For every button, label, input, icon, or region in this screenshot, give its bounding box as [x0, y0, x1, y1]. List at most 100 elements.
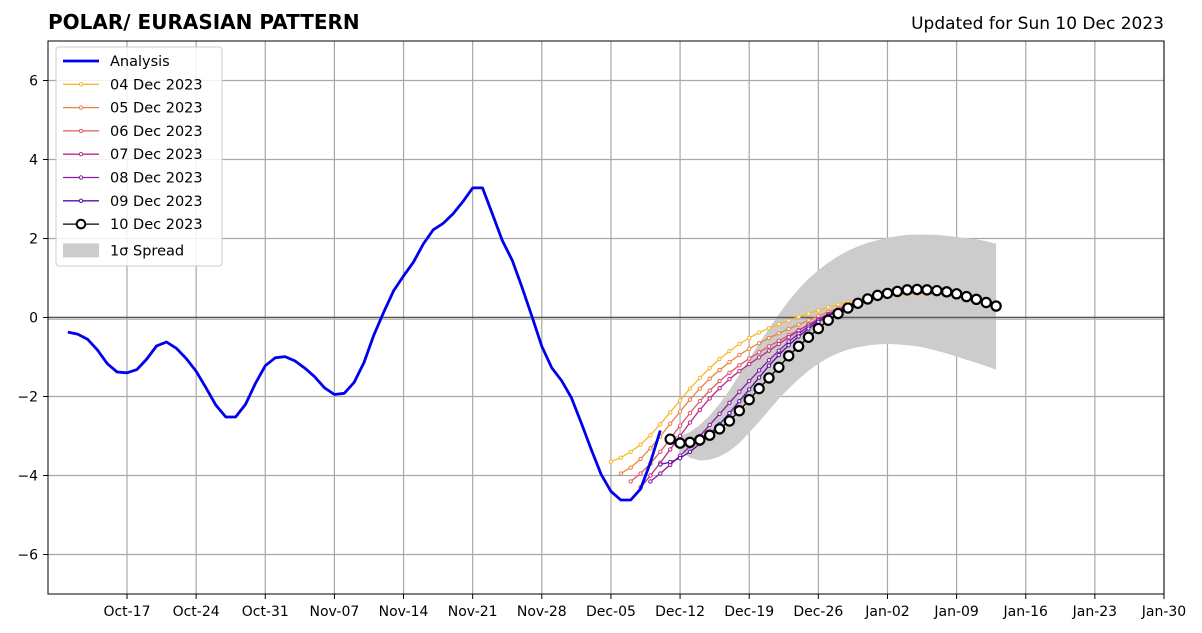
- latest-forecast-point: [664, 433, 676, 445]
- latest-forecast-point: [773, 361, 785, 373]
- forecast-point: [826, 305, 831, 310]
- forecast-point: [697, 399, 703, 404]
- latest-forecast-point: [783, 350, 795, 362]
- forecast-point: [677, 409, 683, 414]
- forecast-point: [697, 386, 703, 391]
- forecast-point: [618, 471, 624, 476]
- legend-label: Analysis: [110, 54, 170, 70]
- latest-forecast-point: [990, 300, 1002, 312]
- forecast-point: [717, 378, 722, 384]
- y-tick-label: 2: [29, 232, 38, 248]
- latest-forecast-point: [792, 340, 805, 353]
- x-tick-label: Dec-26: [793, 604, 843, 620]
- forecast-point: [756, 340, 762, 346]
- latest-forecast-point: [812, 322, 825, 335]
- forecast-point: [687, 449, 693, 454]
- x-tick-label: Dec-05: [586, 604, 636, 620]
- latest-forecast-point: [723, 415, 736, 427]
- latest-forecast-point: [694, 434, 706, 446]
- forecast-point: [648, 473, 653, 478]
- forecast-point: [707, 376, 712, 381]
- forecast-point: [658, 421, 663, 427]
- forecast-point: [707, 388, 712, 393]
- forecast-point: [618, 455, 624, 460]
- forecast-point: [727, 400, 732, 406]
- forecast-point: [796, 322, 801, 327]
- forecast-point: [737, 369, 742, 374]
- forecast-point: [727, 359, 732, 365]
- latest-forecast-point: [970, 293, 983, 306]
- x-tick-label: Dec-19: [724, 604, 774, 620]
- forecast-point: [628, 449, 633, 454]
- latest-forecast-point: [941, 286, 953, 298]
- x-tick-label: Oct-24: [173, 604, 220, 620]
- legend-label: 10 Dec 2023: [110, 217, 203, 233]
- forecast-point: [677, 433, 683, 439]
- latest-forecast-point: [703, 429, 716, 441]
- legend-spread-swatch: [63, 243, 99, 258]
- latest-forecast-point: [950, 288, 963, 300]
- forecast-point: [727, 348, 732, 354]
- forecast-point: [796, 314, 801, 319]
- forecast-point: [697, 407, 703, 413]
- forecast-point: [737, 389, 742, 394]
- legend-marker: [78, 105, 84, 110]
- forecast-point: [717, 367, 722, 373]
- forecast-point: [677, 398, 683, 403]
- latest-forecast-point: [832, 307, 844, 320]
- x-tick-label: Oct-31: [242, 604, 289, 620]
- legend-box: [55, 46, 223, 267]
- forecast-point: [766, 348, 772, 353]
- updated-label: Updated for Sun 10 Dec 2023: [911, 14, 1164, 34]
- legend-label: 05 Dec 2023: [110, 101, 203, 117]
- forecast-point: [677, 423, 683, 428]
- forecast-point: [648, 433, 653, 438]
- y-tick-label: 4: [29, 153, 38, 169]
- forecast-point: [756, 355, 762, 360]
- forecast-point: [667, 447, 673, 452]
- forecast-point: [756, 330, 762, 335]
- y-tick-label: −6: [17, 548, 38, 564]
- forecast-point: [687, 386, 693, 391]
- latest-forecast-point: [822, 314, 834, 326]
- forecast-point: [638, 456, 643, 462]
- x-tick-label: Jan-23: [1072, 604, 1117, 620]
- latest-forecast-point: [871, 289, 884, 302]
- forecast-point: [796, 334, 801, 339]
- forecast-point: [747, 378, 752, 384]
- forecast-point: [717, 411, 722, 417]
- x-tick-label: Jan-02: [864, 604, 909, 620]
- x-tick-label: Nov-21: [448, 604, 498, 620]
- forecast-point: [727, 410, 732, 416]
- axis-ticks: Oct-17 Oct-24 Oct-31 Nov-07 Nov-14 Nov-21 Nov-…: [17, 74, 1186, 621]
- forecast-point: [776, 352, 782, 358]
- forecast-point: [737, 352, 742, 358]
- forecast-point: [776, 322, 782, 327]
- forecast-point: [717, 356, 722, 362]
- forecast-point: [786, 326, 791, 332]
- y-tick-label: −2: [17, 390, 38, 406]
- forecast-point: [667, 421, 673, 426]
- forecast-point: [687, 397, 693, 402]
- forecast-point: [786, 335, 791, 340]
- forecast-point: [747, 356, 752, 361]
- forecast-point: [648, 479, 653, 484]
- forecast-point: [776, 341, 782, 347]
- y-tick-label: −4: [17, 469, 38, 485]
- forecast-point: [806, 311, 811, 316]
- legend-marker: [78, 175, 84, 180]
- forecast-point: [658, 449, 663, 454]
- legend-marker: [78, 198, 84, 204]
- forecast-point: [658, 471, 663, 476]
- forecast-point: [727, 370, 732, 375]
- forecast-point: [737, 399, 742, 404]
- forecast-point: [628, 465, 633, 470]
- forecast-point: [786, 318, 791, 323]
- forecast-point: [747, 346, 752, 351]
- x-tick-label: Oct-17: [103, 604, 150, 620]
- latest-forecast-point: [753, 382, 765, 395]
- forecast-point: [766, 357, 772, 363]
- forecast-point: [776, 331, 782, 336]
- legend-label: 06 Dec 2023: [110, 124, 203, 140]
